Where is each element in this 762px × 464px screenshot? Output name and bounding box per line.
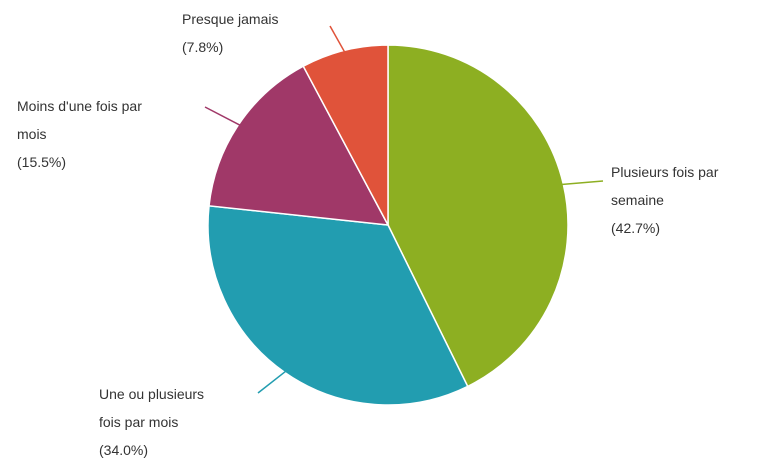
label-line: mois: [17, 126, 47, 142]
label-line: Moins d'une fois par: [17, 98, 142, 114]
label-value: (15.5%): [17, 154, 67, 170]
label-une-ou-plusieurs-fois-par-mois: Une ou plusieurs fois par mois (34.0%): [99, 380, 204, 464]
label-moins-d-une-fois-par-mois: Moins d'une fois par mois (15.5%): [17, 92, 142, 176]
label-presque-jamais: Presque jamais (7.8%): [182, 5, 279, 61]
label-value: (7.8%): [182, 39, 224, 55]
label-value: (42.7%): [611, 220, 661, 236]
leader-line-0: [561, 180, 604, 186]
leader-line-1: [257, 370, 287, 394]
label-line: Presque jamais: [182, 11, 279, 27]
leader-line-3: [329, 25, 346, 53]
label-line: Plusieurs fois par: [611, 164, 719, 180]
leader-line-2: [204, 106, 241, 127]
label-line: Une ou plusieurs: [99, 386, 205, 402]
label-value: (34.0%): [99, 442, 149, 458]
label-plusieurs-fois-par-semaine: Plusieurs fois par semaine (42.7%): [611, 158, 718, 242]
label-line: semaine: [611, 192, 664, 208]
label-line: fois par mois: [99, 414, 179, 430]
